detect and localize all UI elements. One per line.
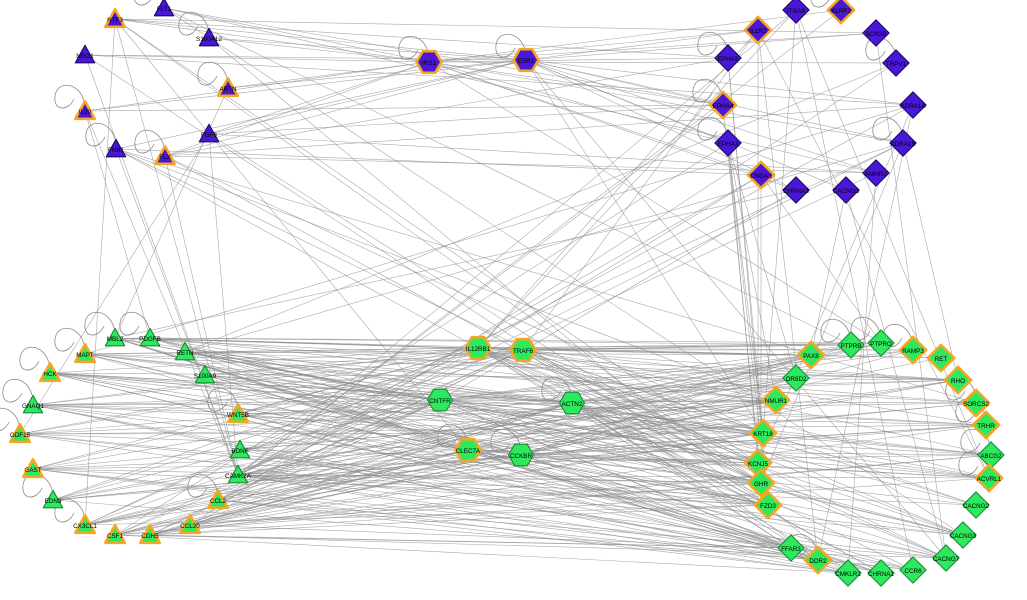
svg-text:CCL20: CCL20 bbox=[180, 523, 200, 530]
svg-text:ACTN2: ACTN2 bbox=[562, 401, 583, 408]
svg-text:EPHA4: EPHA4 bbox=[713, 103, 734, 110]
svg-text:S100A12: S100A12 bbox=[196, 36, 222, 43]
svg-text:RET: RET bbox=[935, 356, 948, 363]
svg-text:OR8D2: OR8D2 bbox=[786, 376, 807, 383]
svg-text:FGF6: FGF6 bbox=[201, 132, 218, 139]
svg-text:GDF15: GDF15 bbox=[10, 432, 31, 439]
svg-text:PTPRB: PTPRB bbox=[841, 343, 862, 350]
svg-text:KRT18: KRT18 bbox=[753, 431, 773, 438]
svg-text:ABCG2: ABCG2 bbox=[980, 453, 1002, 460]
svg-text:FNB1: FNB1 bbox=[108, 147, 125, 154]
svg-text:NRG1: NRG1 bbox=[76, 53, 94, 60]
svg-text:ACVRL1: ACVRL1 bbox=[977, 476, 1002, 483]
svg-text:CCL2: CCL2 bbox=[210, 498, 227, 505]
svg-text:ADRA1A: ADRA1A bbox=[900, 103, 926, 110]
svg-text:ITGA8: ITGA8 bbox=[787, 8, 806, 15]
svg-text:TRPV1: TRPV1 bbox=[886, 61, 907, 68]
svg-text:KLRF1: KLRF1 bbox=[831, 8, 851, 15]
svg-text:MBL2: MBL2 bbox=[107, 336, 124, 343]
svg-text:CHRNA3: CHRNA3 bbox=[783, 188, 809, 195]
svg-text:FLT1: FLT1 bbox=[157, 6, 172, 13]
svg-text:CCR6: CCR6 bbox=[904, 568, 922, 575]
svg-text:CHRNA1: CHRNA1 bbox=[868, 571, 894, 578]
svg-text:TRHR: TRHR bbox=[977, 423, 995, 430]
svg-text:RAMP3: RAMP3 bbox=[902, 348, 924, 355]
svg-text:SORCS2: SORCS2 bbox=[963, 401, 989, 408]
svg-text:IL20: IL20 bbox=[79, 109, 92, 116]
svg-text:GHR: GHR bbox=[754, 481, 768, 488]
svg-text:CMKLR1: CMKLR1 bbox=[835, 571, 861, 578]
svg-text:IL12RB1: IL12RB1 bbox=[466, 346, 491, 353]
svg-text:TRAF6: TRAF6 bbox=[513, 348, 533, 355]
svg-text:CACNG7: CACNG7 bbox=[933, 556, 960, 563]
svg-text:IL1R2: IL1R2 bbox=[750, 28, 767, 35]
svg-text:CCKBR: CCKBR bbox=[510, 453, 532, 460]
svg-text:EDN3: EDN3 bbox=[45, 498, 62, 505]
svg-text:HCK: HCK bbox=[43, 371, 57, 378]
svg-text:ADRA1B: ADRA1B bbox=[890, 141, 915, 148]
svg-text:GNAQ1: GNAQ1 bbox=[22, 403, 45, 410]
svg-text:BDNF: BDNF bbox=[231, 448, 248, 455]
svg-text:DDR2: DDR2 bbox=[809, 558, 827, 565]
svg-text:CDH5: CDH5 bbox=[141, 533, 159, 540]
svg-text:SCN3B: SCN3B bbox=[866, 31, 887, 38]
svg-text:RETN: RETN bbox=[176, 350, 194, 357]
svg-text:PAX8: PAX8 bbox=[803, 353, 819, 360]
svg-text:CACNG3: CACNG3 bbox=[833, 188, 860, 195]
svg-text:NMUR1: NMUR1 bbox=[765, 398, 788, 405]
svg-text:PTPRO: PTPRO bbox=[870, 341, 892, 348]
svg-text:S100A9: S100A9 bbox=[194, 373, 217, 380]
svg-text:MAPT: MAPT bbox=[76, 352, 94, 359]
svg-text:WNT5B: WNT5B bbox=[227, 412, 249, 419]
svg-text:CX3CL1: CX3CL1 bbox=[73, 523, 97, 530]
svg-text:CACNG3: CACNG3 bbox=[950, 533, 977, 540]
svg-text:AMHR2: AMHR2 bbox=[865, 171, 888, 178]
svg-text:FFAR3: FFAR3 bbox=[781, 546, 801, 553]
svg-text:IRS1: IRS1 bbox=[422, 60, 436, 67]
svg-text:FLX: FLX bbox=[159, 154, 171, 161]
svg-text:FZD3: FZD3 bbox=[760, 503, 776, 510]
svg-text:CNGA3: CNGA3 bbox=[750, 173, 772, 180]
svg-text:CACNG2: CACNG2 bbox=[963, 503, 990, 510]
svg-text:CSF1: CSF1 bbox=[107, 533, 124, 540]
svg-text:KCNJ5: KCNJ5 bbox=[748, 461, 768, 468]
svg-text:CAMK2A: CAMK2A bbox=[225, 473, 252, 480]
svg-text:EPHA5: EPHA5 bbox=[718, 56, 739, 63]
svg-text:PDGFB: PDGFB bbox=[139, 336, 161, 343]
svg-text:CNTFR: CNTFR bbox=[429, 398, 451, 405]
svg-text:ARTN: ARTN bbox=[219, 86, 236, 93]
svg-text:GAST: GAST bbox=[24, 467, 41, 474]
svg-text:EPHA3: EPHA3 bbox=[718, 141, 739, 148]
svg-text:NTF3: NTF3 bbox=[107, 17, 123, 24]
svg-text:RHO: RHO bbox=[951, 378, 965, 385]
svg-text:ESR2: ESR2 bbox=[518, 58, 535, 65]
svg-text:CLEC7A: CLEC7A bbox=[456, 448, 481, 455]
